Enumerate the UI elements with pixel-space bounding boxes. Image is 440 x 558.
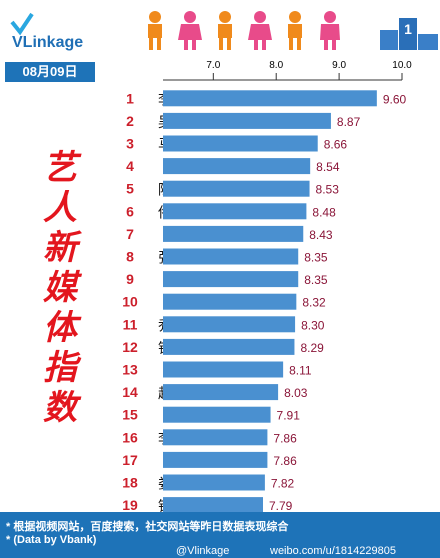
value-label: 8.29 <box>300 341 324 355</box>
bar <box>163 316 296 333</box>
rank-label: 2 <box>126 113 134 129</box>
date-label: 08月09日 <box>5 62 95 82</box>
side-title-char: 人 <box>43 188 77 228</box>
rank-label: 11 <box>123 316 138 332</box>
bar <box>163 112 331 129</box>
person-icon <box>218 11 232 50</box>
logo-checkmark-icon <box>10 12 34 36</box>
bar <box>163 271 299 288</box>
side-title-char: 数 <box>43 388 77 428</box>
bar <box>163 90 377 107</box>
person-icon <box>178 11 202 50</box>
bar <box>163 384 279 401</box>
value-label: 8.53 <box>316 183 340 197</box>
bar <box>163 225 304 242</box>
value-label: 8.30 <box>301 318 325 332</box>
rank-label: 6 <box>126 203 134 219</box>
rank-label: 4 <box>126 158 134 174</box>
bar <box>163 406 271 423</box>
rank-label: 17 <box>122 452 138 468</box>
rank-label: 7 <box>126 226 134 242</box>
bar <box>163 429 268 446</box>
footer-note-data: * (Data by Vbank) <box>6 534 97 546</box>
value-label: 8.11 <box>289 364 312 378</box>
value-label: 8.48 <box>312 205 336 219</box>
footer-handle: @Vlinkage <box>176 545 230 557</box>
person-icon <box>288 11 302 50</box>
bar <box>163 451 268 468</box>
x-tick-label: 10.0 <box>392 60 412 71</box>
rank-label: 15 <box>122 407 138 423</box>
value-label: 7.86 <box>273 431 297 445</box>
value-label: 8.66 <box>324 138 348 152</box>
side-title-char: 艺 <box>43 148 77 188</box>
person-icon <box>248 11 272 50</box>
rank-label: 8 <box>126 249 134 265</box>
value-label: 8.32 <box>302 296 326 310</box>
bar <box>163 248 299 265</box>
bar <box>163 158 311 175</box>
value-label: 8.43 <box>309 228 333 242</box>
person-icon <box>320 11 340 50</box>
value-label: 7.82 <box>271 477 295 491</box>
rank-label: 12 <box>122 339 138 355</box>
rank-label: 13 <box>122 362 138 378</box>
bar <box>163 293 297 310</box>
side-title: 艺 人 新 媒 体 指 数 <box>34 148 86 428</box>
people-figures-decoration <box>148 11 340 50</box>
bar <box>163 361 284 378</box>
person-icon <box>148 11 162 50</box>
bar <box>163 203 307 220</box>
bar <box>163 338 295 355</box>
value-label: 8.35 <box>304 273 328 287</box>
rank-label: 1 <box>126 90 134 106</box>
value-label: 8.87 <box>337 115 361 129</box>
rank-label: 16 <box>122 429 138 445</box>
rank-label: 10 <box>122 294 138 310</box>
footer-note-sources: * 根据视频网站，百度搜索，社交网站等昨日数据表现综合 <box>6 521 289 533</box>
footer: * 根据视频网站，百度搜索，社交网站等昨日数据表现综合 * (Data by V… <box>0 512 440 558</box>
x-tick-label: 8.0 <box>269 60 283 71</box>
rank-label: 18 <box>122 475 138 491</box>
bar <box>163 180 310 197</box>
value-label: 7.79 <box>269 499 293 512</box>
rank-label: 19 <box>122 497 138 512</box>
side-title-char: 体 <box>43 308 77 348</box>
value-label: 9.60 <box>383 92 407 106</box>
svg-text:1: 1 <box>404 21 412 37</box>
value-label: 8.54 <box>316 160 340 174</box>
bar <box>163 135 318 152</box>
x-tick-label: 9.0 <box>332 60 346 71</box>
rank-label: 9 <box>126 271 134 287</box>
bar <box>163 497 264 512</box>
footer-weibo: weibo.com/u/1814229805 <box>270 545 396 557</box>
brand-name: VLinkage <box>12 34 84 51</box>
value-label: 8.35 <box>304 251 328 265</box>
rank-label: 14 <box>122 384 138 400</box>
podium-icon: 1 <box>380 18 438 50</box>
vlinkage-logo: VLinkage <box>8 12 108 52</box>
side-title-char: 新 <box>43 228 77 268</box>
x-tick-label: 7.0 <box>206 60 220 71</box>
index-bar-chart: 7.08.09.010.01李易峰9.602吴秀波8.873马天宇8.664杨幂… <box>122 60 412 512</box>
side-title-char: 媒 <box>43 268 77 308</box>
value-label: 7.86 <box>273 454 297 468</box>
side-title-char: 指 <box>43 348 77 388</box>
value-label: 8.03 <box>284 386 308 400</box>
rank-label: 3 <box>126 136 134 152</box>
bar <box>163 474 265 491</box>
value-label: 7.91 <box>277 409 301 423</box>
rank-label: 5 <box>126 181 134 197</box>
